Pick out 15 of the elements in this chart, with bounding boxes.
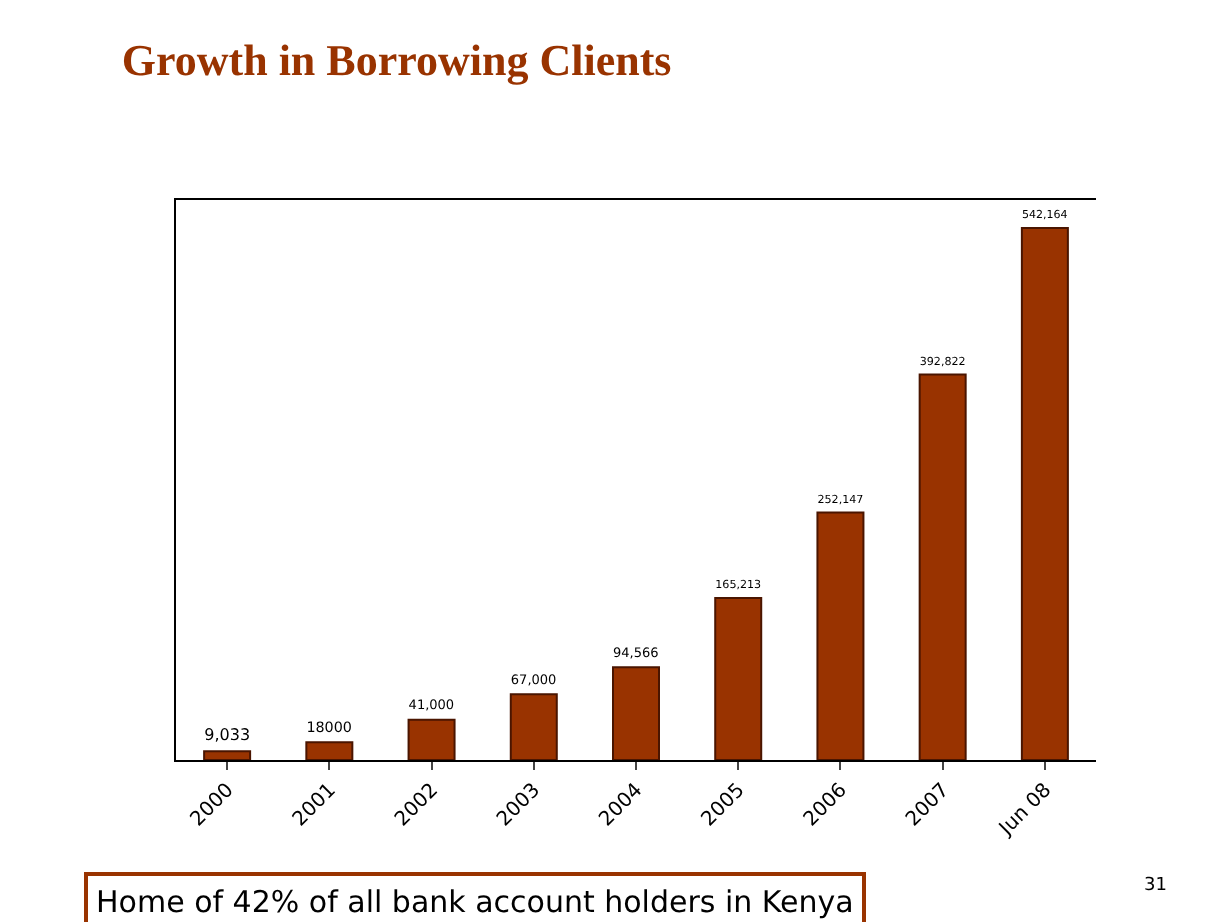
chart-title: Growth in Borrowing Clients xyxy=(121,35,673,86)
data-label: 9,033 xyxy=(204,725,251,744)
text: 31 xyxy=(1144,876,1167,896)
bar xyxy=(305,741,354,760)
bar xyxy=(407,718,456,760)
bar xyxy=(918,373,967,760)
bar xyxy=(1020,227,1069,760)
x-tick-label: Jun 08 xyxy=(994,779,1057,842)
bar xyxy=(203,750,252,760)
bar xyxy=(612,666,660,760)
text: Home of 42% of all bank account holders in Kenya xyxy=(96,884,854,920)
bar xyxy=(714,596,763,760)
bar xyxy=(816,511,865,760)
data-label: 18000 xyxy=(306,717,353,736)
bar xyxy=(509,693,558,760)
